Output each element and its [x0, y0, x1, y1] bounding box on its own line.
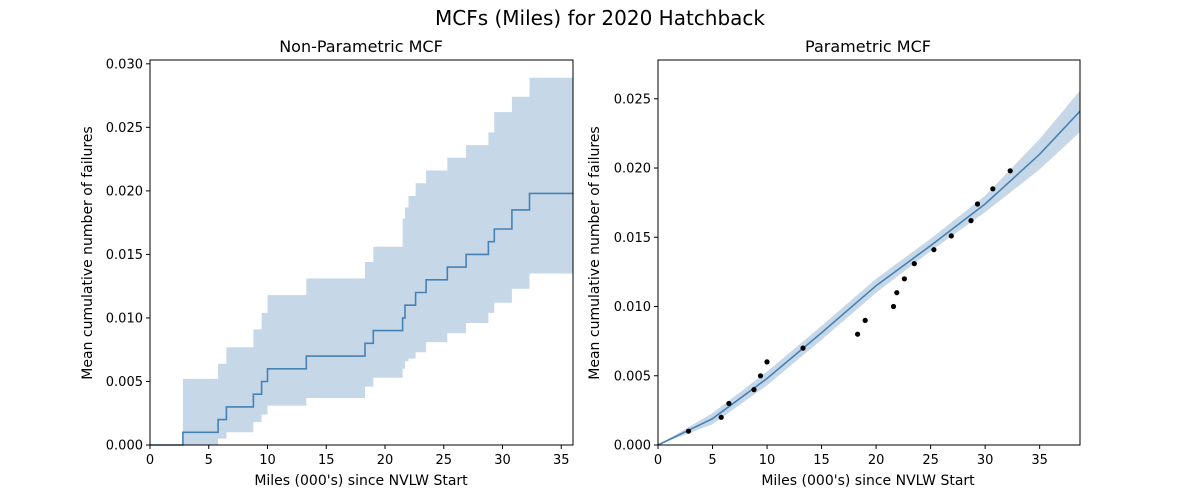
x-tick-label: 0: [146, 453, 154, 468]
observed-point: [685, 428, 692, 434]
x-tick-label: 35: [1031, 453, 1048, 468]
confidence-band-area: [150, 77, 573, 446]
x-axis-label: Miles (000's) since NVLW Start: [254, 473, 468, 489]
x-axis-ticks: 0 5 10 15 20 25 30 35: [146, 445, 570, 468]
observed-point: [757, 373, 764, 379]
x-axis-label: Miles (000's) since NVLW Start: [761, 473, 975, 489]
confidence-band: [150, 77, 573, 446]
observed-point: [862, 317, 868, 323]
x-tick-label: 5: [205, 453, 213, 468]
y-tick-label: 0.010: [614, 300, 651, 315]
observed-point: [968, 218, 974, 224]
y-tick-label: 0.000: [614, 439, 651, 454]
y-tick-label: 0.000: [106, 439, 143, 454]
observed-point: [911, 261, 917, 267]
y-tick-label: 0.015: [106, 248, 143, 263]
parametric-chart-title: Parametric MCF: [805, 37, 931, 56]
y-tick-label: 0.010: [106, 311, 143, 326]
observed-point: [990, 186, 996, 192]
observed-point: [894, 290, 900, 296]
x-tick-label: 25: [922, 453, 939, 468]
x-tick-label: 15: [813, 453, 830, 468]
plot-frame: [149, 59, 574, 446]
mcf-step-line: [150, 192, 573, 446]
observed-point: [718, 414, 724, 420]
observed-point: [1007, 168, 1013, 174]
observed-point: [726, 400, 732, 407]
x-tick-label: 20: [868, 453, 885, 468]
confidence-band: [658, 90, 1080, 445]
observed-point: [931, 247, 937, 253]
observed-points: [685, 168, 1013, 434]
y-tick-label: 0.025: [106, 121, 143, 136]
y-axis-label: Mean cumulative number of failures: [587, 126, 603, 379]
y-axis-label: Mean cumulative number of failures: [80, 126, 96, 379]
nonparametric-mcf-chart: Non-Parametric MCF 0 5 10 15 20 25 30 35 0.0000…: [80, 37, 574, 489]
mcf-step-path: [150, 192, 573, 446]
y-axis-ticks: 0.000 0.005 0.010 0.015 0.020 0.025: [614, 92, 658, 454]
observed-point: [974, 201, 981, 207]
axes-frame: [657, 59, 1081, 446]
observed-point: [901, 276, 908, 282]
observed-point: [948, 233, 954, 239]
x-tick-label: 5: [708, 453, 716, 468]
confidence-band-area: [658, 90, 1080, 445]
x-tick-label: 30: [494, 453, 511, 468]
plot-frame: [657, 59, 1081, 446]
y-tick-label: 0.020: [106, 184, 143, 199]
y-axis-ticks: 0.000 0.005 0.010 0.015 0.020 0.025 0.030: [106, 57, 150, 454]
observed-point: [890, 303, 897, 310]
x-tick-label: 35: [553, 453, 570, 468]
nonparametric-chart-title: Non-Parametric MCF: [279, 37, 443, 56]
y-tick-label: 0.005: [614, 369, 651, 384]
observed-point: [764, 359, 770, 365]
x-axis-ticks: 0 5 10 15 20 25 30 35: [654, 445, 1048, 468]
x-tick-label: 0: [654, 453, 662, 468]
x-tick-label: 10: [759, 453, 776, 468]
x-tick-label: 20: [377, 453, 394, 468]
y-tick-label: 0.020: [614, 162, 651, 177]
x-tick-label: 25: [435, 453, 452, 468]
observed-point: [855, 331, 861, 337]
x-tick-label: 15: [318, 453, 335, 468]
mcf-fitted-path: [657, 110, 1081, 446]
x-tick-label: 10: [259, 453, 276, 468]
figure-title: MCFs (Miles) for 2020 Hatchback: [435, 6, 765, 30]
y-tick-label: 0.025: [614, 92, 651, 107]
x-tick-label: 30: [977, 453, 994, 468]
y-tick-label: 0.005: [106, 375, 143, 390]
y-tick-label: 0.015: [614, 231, 651, 246]
parametric-mcf-chart: Parametric MCF 0 5 10 15 20 25 30 35 0.000 0.005…: [587, 37, 1081, 489]
axes-frame: [149, 59, 574, 446]
observed-point: [800, 345, 806, 351]
mcf-fitted-curve: [657, 110, 1081, 446]
y-tick-label: 0.030: [106, 57, 143, 72]
observed-point: [751, 387, 757, 393]
